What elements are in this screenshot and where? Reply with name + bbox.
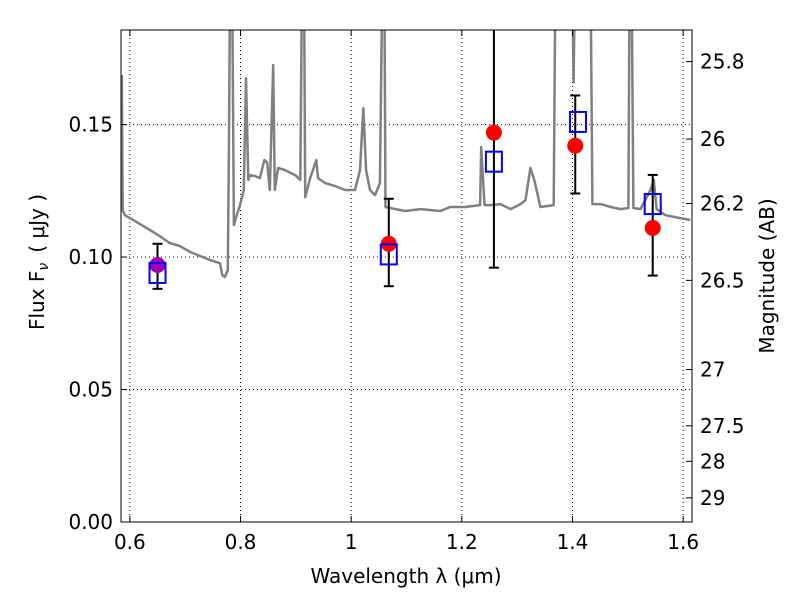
- y2-tick-label: 26: [700, 127, 725, 151]
- observed-point: [644, 219, 661, 236]
- model-point: [643, 193, 662, 216]
- model-point: [484, 150, 503, 173]
- spectrum-series: [121, 30, 691, 279]
- y2-tick-label: 26.2: [700, 191, 745, 215]
- y-axis-label-group: Flux Fν( μJy ): [25, 194, 52, 330]
- observed-point: [567, 137, 584, 154]
- y2-tick-label: 25.8: [700, 50, 745, 74]
- y2-tick-label: 27: [700, 358, 725, 382]
- x-tick-label: 1.4: [557, 530, 589, 554]
- y2-tick-label: 27.5: [700, 414, 745, 438]
- y-tick-label: 0.10: [68, 245, 113, 269]
- y-tick-label: 0.15: [68, 113, 113, 137]
- model-point: [379, 243, 398, 266]
- x-tick-label: 1.6: [667, 530, 699, 554]
- y-tick-label: 0.00: [68, 510, 113, 534]
- observed-series: [149, 124, 661, 274]
- x-axis-label: Wavelength λ (μm): [310, 564, 501, 588]
- y2-tick-label: 29: [700, 486, 725, 510]
- observed-point: [485, 124, 502, 141]
- x-tick-label: 0.8: [225, 530, 257, 554]
- plot-frame: [120, 29, 693, 523]
- model-series: [148, 110, 662, 284]
- y2-tick-label: 28: [700, 449, 725, 473]
- model-point: [569, 110, 588, 133]
- ticks: 0.6 0.8 1 1.2 1.4 1.6 0.00 0.05 0.10 0.15 25.8 26 26…: [68, 30, 745, 554]
- grid: [121, 30, 692, 523]
- y-tick-label: 0.05: [68, 378, 113, 402]
- y2-axis-label: Magnitude (AB): [755, 198, 779, 353]
- spectrum-line: [121, 30, 691, 279]
- y-axis-label: Flux Fν( μJy ): [25, 194, 52, 330]
- x-tick-label: 1.2: [446, 530, 478, 554]
- observed-point: [149, 257, 166, 274]
- y2-tick-label: 26.5: [700, 268, 745, 292]
- x-tick-label: 0.6: [114, 530, 146, 554]
- x-tick-label: 1: [345, 530, 358, 554]
- model-point: [148, 261, 167, 284]
